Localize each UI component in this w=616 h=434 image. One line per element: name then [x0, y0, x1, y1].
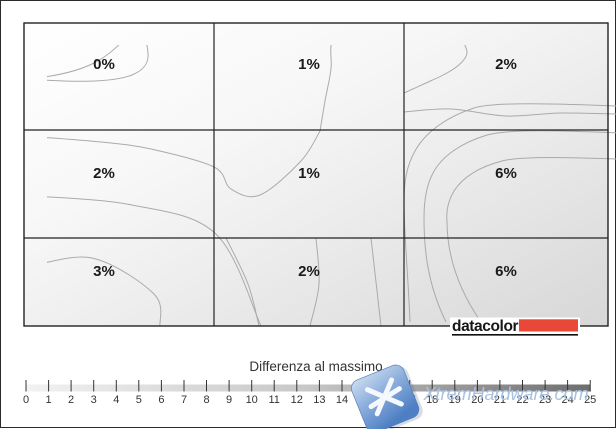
svg-text:5: 5 — [136, 394, 142, 406]
svg-text:11: 11 — [268, 394, 279, 406]
svg-text:2%: 2% — [93, 165, 115, 182]
svg-text:9: 9 — [226, 394, 232, 406]
svg-text:1%: 1% — [298, 165, 320, 182]
svg-text:10: 10 — [246, 394, 258, 406]
svg-text:1%: 1% — [298, 56, 320, 73]
svg-text:14: 14 — [336, 394, 348, 406]
svg-text:3: 3 — [91, 394, 97, 406]
svg-text:3%: 3% — [93, 263, 115, 280]
svg-text:8: 8 — [203, 394, 209, 406]
svg-text:6%: 6% — [495, 263, 517, 280]
svg-text:4: 4 — [113, 394, 119, 406]
svg-text:13: 13 — [313, 394, 325, 406]
svg-text:datacolor: datacolor — [452, 318, 519, 335]
svg-text:2%: 2% — [495, 56, 517, 73]
svg-text:12: 12 — [291, 394, 303, 406]
svg-text:6: 6 — [158, 394, 164, 406]
svg-text:0%: 0% — [93, 56, 115, 73]
svg-text:7: 7 — [181, 394, 187, 406]
svg-text:Differenza al massimo: Differenza al massimo — [249, 359, 382, 374]
svg-text:6%: 6% — [495, 165, 517, 182]
svg-text:1: 1 — [46, 394, 52, 406]
svg-text:XtremHardware.com: XtremHardware.com — [422, 384, 588, 404]
svg-text:2%: 2% — [298, 263, 320, 280]
svg-text:2: 2 — [68, 394, 74, 406]
svg-text:0: 0 — [23, 394, 29, 406]
